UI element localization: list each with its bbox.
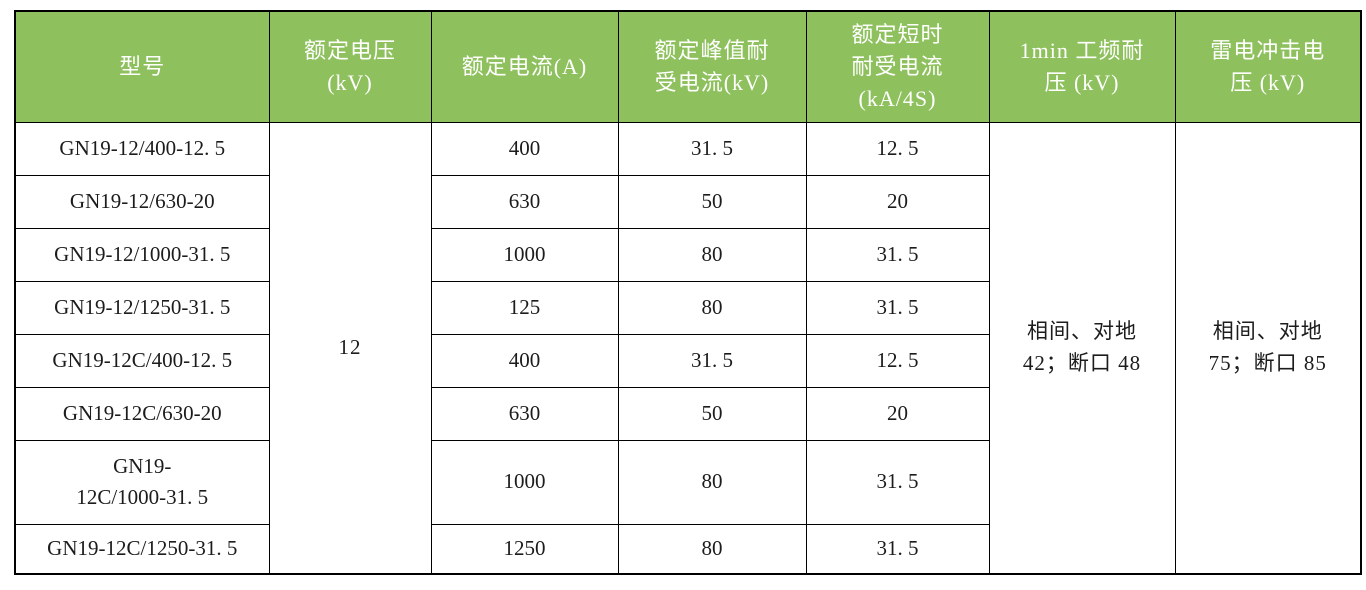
table-row: GN19-12/400-12. 5 12 400 31. 5 12. 5 相间、… [14, 121, 1362, 575]
cell-short-time-withstand: 31. 5 [805, 523, 990, 575]
cell-peak-withstand: 50 [617, 174, 807, 229]
table-row: GN19-12/1000-31. 5 1000 80 31. 5 [14, 227, 1361, 282]
cell-short-time-withstand: 31. 5 [805, 227, 990, 282]
cell-peak-withstand: 31. 5 [617, 333, 807, 388]
cell-short-time-withstand: 20 [805, 174, 990, 229]
cell-peak-withstand: 80 [617, 439, 807, 525]
cell-rated-current: 400 [430, 121, 619, 176]
cell-model: GN19-12/630-20 [14, 174, 270, 229]
cell-short-time-withstand: 12. 5 [805, 121, 990, 176]
cell-short-time-withstand: 12. 5 [805, 333, 990, 388]
header-row: 型号 额定电压 (kV) 额定电流(A) 额定峰值耐 受电流(kV) 额定短时 … [14, 10, 1362, 123]
cell-rated-current: 630 [430, 174, 619, 229]
col-header-short-time-withstand-current: 额定短时 耐受电流 (kA/4S) [805, 10, 990, 123]
table-row: GN19-12/1250-31. 5 125 80 31. 5 [14, 280, 1361, 335]
table-row: GN19-12C/400-12. 5 400 31. 5 12. 5 [14, 333, 1361, 388]
table-row: GN19-12C/1250-31. 5 1250 80 31. 5 [14, 523, 1361, 575]
cell-rated-voltage-merged: 12 [268, 121, 432, 575]
cell-model: GN19-12C/400-12. 5 [14, 333, 270, 388]
cell-model: GN19-12/400-12. 5 [14, 121, 270, 176]
cell-rated-current: 1000 [430, 227, 619, 282]
table-row: GN19-12C/630-20 630 50 20 [14, 386, 1361, 441]
cell-rated-current: 630 [430, 386, 619, 441]
cell-model: GN19-12/1250-31. 5 [14, 280, 270, 335]
col-header-peak-withstand-current: 额定峰值耐 受电流(kV) [617, 10, 807, 123]
cell-short-time-withstand: 31. 5 [805, 280, 990, 335]
cell-model: GN19-12C/1250-31. 5 [14, 523, 270, 575]
cell-model: GN19-12/1000-31. 5 [14, 227, 270, 282]
col-header-lightning-impulse-voltage: 雷电冲击电 压 (kV) [1174, 10, 1362, 123]
cell-model: GN19- 12C/1000-31. 5 [14, 439, 270, 525]
col-header-power-frequency-withstand-voltage: 1min 工频耐 压 (kV) [988, 10, 1176, 123]
col-header-model: 型号 [14, 10, 270, 123]
col-header-rated-voltage: 额定电压 (kV) [268, 10, 432, 123]
col-header-rated-current: 额定电流(A) [430, 10, 619, 123]
table-row: GN19-12/630-20 630 50 20 [14, 174, 1361, 229]
cell-power-freq-merged: 相间、对地 42；断口 48 [988, 121, 1176, 575]
cell-rated-current: 400 [430, 333, 619, 388]
spec-table: 型号 额定电压 (kV) 额定电流(A) 额定峰值耐 受电流(kV) 额定短时 … [14, 10, 1362, 575]
cell-rated-current: 125 [430, 280, 619, 335]
cell-peak-withstand: 80 [617, 523, 807, 575]
cell-peak-withstand: 80 [617, 227, 807, 282]
cell-peak-withstand: 50 [617, 386, 807, 441]
cell-peak-withstand: 80 [617, 280, 807, 335]
cell-peak-withstand: 31. 5 [617, 121, 807, 176]
cell-lightning-merged: 相间、对地 75；断口 85 [1174, 121, 1362, 575]
cell-short-time-withstand: 31. 5 [805, 439, 990, 525]
cell-rated-current: 1250 [430, 523, 619, 575]
cell-short-time-withstand: 20 [805, 386, 990, 441]
table-row: GN19- 12C/1000-31. 5 1000 80 31. 5 [14, 439, 1361, 525]
cell-model: GN19-12C/630-20 [14, 386, 270, 441]
cell-rated-current: 1000 [430, 439, 619, 525]
